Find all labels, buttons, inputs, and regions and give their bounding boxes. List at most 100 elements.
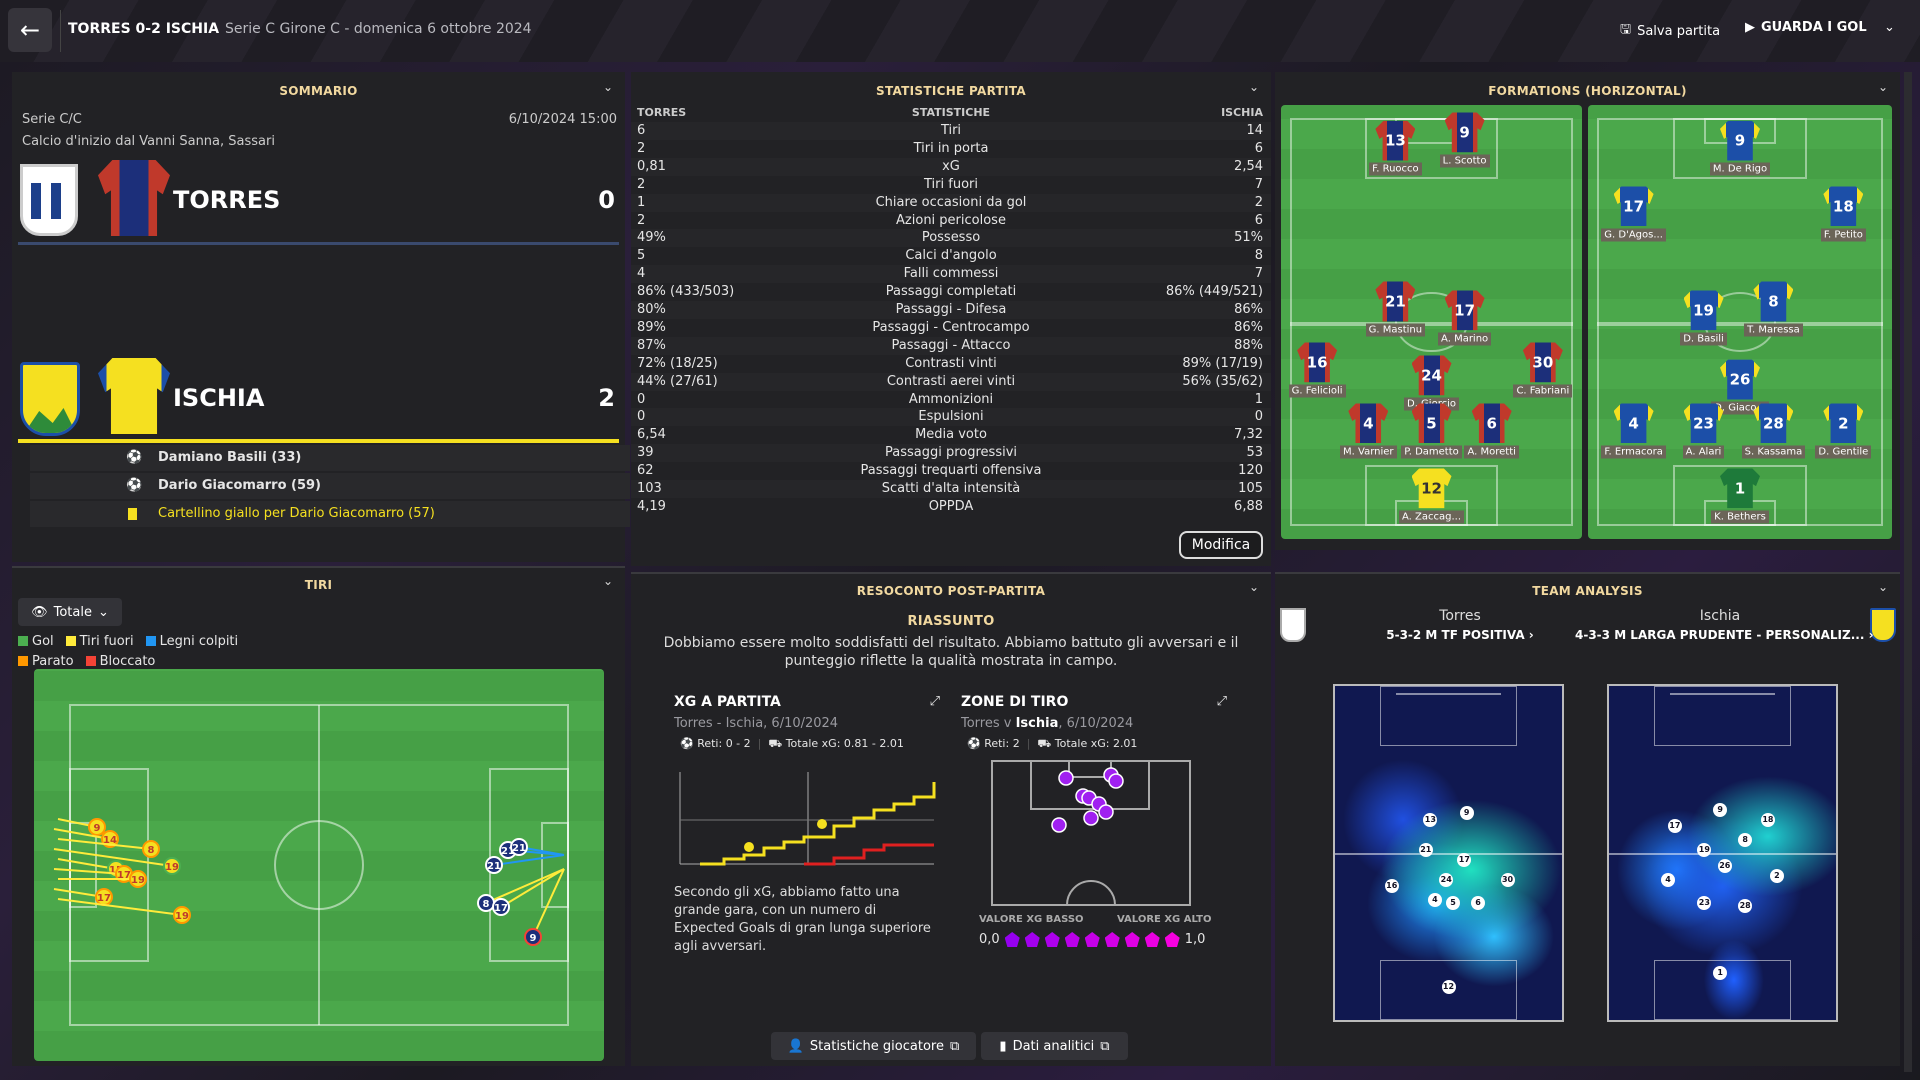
player-marker[interactable]: 17 A. Marino — [1425, 290, 1505, 346]
player-marker[interactable]: 17 G. D'Agos... — [1594, 186, 1674, 241]
venue: Calcio d'inizio dal Vanni Sanna, Sassari — [22, 134, 275, 149]
player-marker[interactable]: 12 A. Zaccag... — [1392, 468, 1472, 524]
stats-row: 103 Scatti d'alta intensità 105 — [631, 480, 1271, 498]
player-marker[interactable]: 21 G. Mastinu — [1355, 281, 1435, 337]
player-position-dot: 9 — [1713, 802, 1728, 817]
player-marker[interactable]: 16 G. Felicioli — [1277, 342, 1357, 398]
player-position-dot: 1 — [1713, 966, 1728, 981]
player-name: D. Basili — [1680, 332, 1727, 346]
player-marker[interactable]: 18 F. Petito — [1803, 186, 1883, 241]
ischia-shot: 19 — [173, 906, 191, 924]
stats-row: 5 Calci d'angolo 8 — [631, 247, 1271, 265]
chevron-down-icon[interactable]: ⌄ — [1248, 580, 1259, 594]
back-button[interactable]: ← — [8, 8, 52, 52]
ischia-shot: 19 — [163, 857, 181, 875]
chevron-down-icon[interactable]: ⌄ — [1877, 580, 1888, 594]
xg-scale-marker — [1044, 932, 1060, 947]
event-goal: ⚽ Dario Giacomarro (59) — [30, 473, 630, 499]
analytics-button[interactable]: ▮ Dati analitici ⧉ — [981, 1032, 1128, 1060]
player-marker[interactable]: 9 M. De Rigo — [1700, 120, 1780, 176]
player-name: G. Felicioli — [1288, 384, 1346, 398]
player-marker[interactable]: 28 S. Kassama — [1733, 403, 1813, 458]
player-marker[interactable]: 23 A. Alari — [1664, 403, 1744, 458]
player-position-dot: 23 — [1697, 896, 1712, 911]
player-marker[interactable]: 26 D. Giaco... — [1700, 359, 1780, 415]
xg-scale-marker — [1024, 932, 1040, 947]
stat-label: Espulsioni — [918, 409, 984, 425]
player-position-dot: 13 — [1423, 812, 1438, 827]
away-team-label: Ischia — [1699, 608, 1741, 624]
away-team-name: ISCHIA — [173, 384, 265, 412]
player-name: D. Gentile — [1815, 445, 1872, 458]
player-marker[interactable]: 13 F. Ruocco — [1355, 120, 1435, 176]
edit-button[interactable]: Modifica — [1179, 531, 1263, 559]
player-name: G. Mastinu — [1365, 323, 1426, 337]
player-marker[interactable]: 8 T. Maressa — [1733, 281, 1813, 337]
player-marker[interactable]: 30 C. Fabriani — [1503, 342, 1583, 398]
player-marker[interactable]: 19 D. Basili — [1664, 290, 1744, 346]
person-icon: 👤 — [787, 1038, 804, 1054]
summary-title: SOMMARIO — [279, 84, 358, 98]
home-value: 4 — [637, 266, 646, 282]
player-marker[interactable]: 1 K. Bethers — [1700, 468, 1780, 524]
shot-filter-dropdown[interactable]: 👁 Totale ⌄ — [18, 598, 122, 626]
player-marker[interactable]: 5 P. Dametto — [1392, 403, 1472, 458]
stats-row: 1 Chiare occasioni da gol 2 — [631, 193, 1271, 212]
shirt-number: 4 — [1348, 403, 1389, 443]
shirt-number: 8 — [1753, 281, 1794, 322]
shot-line — [485, 868, 565, 904]
save-match-button[interactable]: 🖫 Salva partita — [1620, 20, 1720, 42]
shot-zone-marker — [1083, 810, 1099, 826]
expand-icon[interactable]: ⤢ — [1216, 694, 1227, 709]
player-marker[interactable]: 4 M. Varnier — [1328, 403, 1408, 458]
home-value: 62 — [637, 463, 654, 479]
player-name: G. D'Agos... — [1601, 228, 1666, 241]
away-value: 56% (35/62) — [1182, 373, 1263, 389]
goal-marker — [744, 842, 754, 852]
away-value: 14 — [1246, 123, 1263, 138]
pitch-line — [1335, 853, 1562, 855]
formations-panel: FORMATIONS (HORIZONTAL) ⌄ 13 F. Ruocco 9 L.… — [1275, 72, 1900, 550]
chevron-down-icon[interactable]: ⌄ — [602, 80, 613, 94]
player-name: P. Dametto — [1401, 445, 1462, 458]
stat-label: Media voto — [915, 427, 987, 443]
goal-marker — [817, 819, 827, 829]
shot-zone-marker — [1098, 804, 1114, 820]
home-formation-pitch: 13 F. Ruocco 9 L. Scotto 21 G. Mastinu 17 A. Ma… — [1281, 105, 1582, 539]
away-tactic-link[interactable]: 4-3-3 M LARGA PRUDENTE - PERSONALIZ... › — [1575, 628, 1874, 642]
player-marker[interactable]: 24D. Giorcio — [1392, 355, 1472, 411]
player-marker[interactable]: 6 A. Moretti — [1452, 403, 1532, 458]
player-marker[interactable]: 2 D. Gentile — [1803, 403, 1883, 458]
player-marker[interactable]: 9 L. Scotto — [1425, 112, 1505, 168]
expand-icon[interactable]: ⤢ — [929, 694, 940, 709]
pitch-line — [1365, 465, 1498, 526]
home-value: 0 — [637, 391, 646, 407]
scrollbar[interactable] — [1904, 72, 1912, 1072]
away-value: 105 — [1238, 481, 1263, 496]
player-marker[interactable]: 4 F. Ermacora — [1594, 403, 1674, 458]
away-value: 86% — [1234, 319, 1263, 335]
player-position-dot: 16 — [1384, 879, 1399, 894]
home-value: 44% (27/61) — [637, 373, 718, 389]
chevron-down-icon[interactable]: ⌄ — [1884, 20, 1895, 35]
chevron-down-icon[interactable]: ⌄ — [1877, 80, 1888, 94]
chevron-down-icon[interactable]: ⌄ — [602, 574, 613, 588]
player-name: K. Bethers — [1711, 510, 1769, 524]
ischia-crest — [1870, 608, 1896, 642]
torres-shot: 17 — [492, 898, 510, 916]
player-name: F. Ruocco — [1369, 162, 1422, 176]
chevron-down-icon[interactable]: ⌄ — [1248, 80, 1259, 94]
player-stats-button[interactable]: 👤 Statistiche giocatore ⧉ — [771, 1032, 976, 1060]
away-value: 89% (17/19) — [1182, 355, 1263, 371]
player-name: C. Fabriani — [1513, 384, 1573, 398]
shirt-number: 21 — [1375, 281, 1416, 322]
zones-title: ZONE DI TIRO — [961, 694, 1069, 710]
home-tactic-link[interactable]: 5-3-2 M TF POSITIVA › — [1386, 628, 1534, 642]
home-value: 5 — [637, 248, 646, 264]
watch-goals-button[interactable]: ▶ GUARDA I GOL — [1745, 20, 1867, 35]
svg-text:19: 19 — [175, 911, 189, 922]
torres-shot: 21 — [510, 838, 528, 856]
stat-label: Tiri fuori — [924, 176, 978, 192]
shot-line — [57, 858, 117, 870]
home-value: 103 — [637, 481, 662, 496]
